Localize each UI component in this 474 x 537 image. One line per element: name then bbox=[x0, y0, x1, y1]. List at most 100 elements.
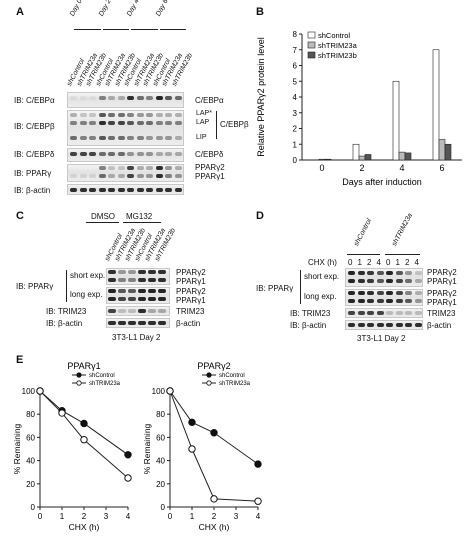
d-blot-band bbox=[414, 291, 422, 295]
d-trim23-label: TRIM23 bbox=[427, 309, 456, 318]
blot-band bbox=[136, 152, 144, 156]
blot-band bbox=[155, 121, 163, 125]
e2-y-tick-label: 0 bbox=[161, 503, 166, 512]
blot-band bbox=[136, 174, 144, 178]
blot-band bbox=[165, 121, 172, 125]
d-blot-band bbox=[376, 291, 384, 295]
blot-band bbox=[146, 188, 153, 192]
blot-band bbox=[117, 188, 125, 192]
blot-band bbox=[117, 152, 125, 156]
c-blot-band bbox=[128, 278, 136, 282]
blot-band bbox=[127, 152, 134, 156]
d-bracket bbox=[300, 270, 301, 304]
blot-band bbox=[70, 113, 77, 117]
blot-band bbox=[70, 96, 77, 100]
blot-band bbox=[146, 174, 153, 178]
d-blot-band bbox=[376, 271, 384, 275]
blot-band bbox=[79, 152, 87, 156]
e1-x-axis-label: CHX (h) bbox=[69, 522, 100, 532]
blot-band bbox=[174, 188, 182, 192]
d-chx-value: 1 bbox=[395, 258, 400, 267]
c-blot-band bbox=[108, 297, 116, 301]
e2-x-tick-label: 0 bbox=[168, 512, 173, 521]
b-x-tick-label: 0 bbox=[319, 163, 324, 173]
blot-band bbox=[79, 136, 87, 140]
b-y-axis-label: Relative PPARγ2 protein level bbox=[256, 37, 266, 156]
c-blot-band bbox=[158, 321, 166, 325]
label-pparg2-a: PPARγ2 bbox=[195, 163, 225, 172]
e1-x-tick-label: 2 bbox=[82, 512, 87, 521]
e1-x-tick-label: 3 bbox=[104, 512, 109, 521]
blot-band bbox=[165, 174, 172, 178]
d-blot-band bbox=[395, 299, 403, 303]
d-chx-value: 0 bbox=[348, 258, 353, 267]
d-blot-band bbox=[405, 291, 412, 295]
day-group-line bbox=[131, 29, 158, 30]
blot-band bbox=[136, 121, 144, 125]
c-trim23-label: TRIM23 bbox=[176, 307, 205, 316]
e2-y-tick-label: 100 bbox=[152, 387, 166, 396]
c-blot-band bbox=[118, 289, 126, 293]
day-header: Day 4 bbox=[125, 0, 141, 18]
label-cebpb: C/EBPβ bbox=[220, 120, 249, 129]
blot-band bbox=[155, 188, 163, 192]
b-bar bbox=[444, 143, 452, 161]
blot-band bbox=[98, 174, 106, 178]
panel-d-label: D bbox=[256, 210, 264, 222]
blot-band bbox=[108, 152, 115, 156]
e1-y-tick-label: 40 bbox=[26, 457, 35, 466]
blot-band bbox=[127, 113, 134, 117]
b-bar bbox=[404, 152, 412, 161]
b-x-tick-label: 2 bbox=[359, 163, 364, 173]
b-y-tick-label: 8 bbox=[293, 30, 298, 39]
b-bar bbox=[392, 80, 400, 161]
e2-y-tick-label: 60 bbox=[156, 433, 165, 442]
blot-band bbox=[146, 136, 153, 140]
c-ib-trim23: IB: TRIM23 bbox=[46, 307, 87, 316]
blot-d-trim23 bbox=[345, 308, 423, 318]
c-blot-band bbox=[128, 309, 136, 313]
blot-band bbox=[70, 188, 77, 192]
c-blot-band bbox=[158, 278, 166, 282]
blot-band bbox=[155, 136, 163, 140]
e1-y-axis-label: % Remaining bbox=[12, 423, 22, 474]
d-short-exp: short exp. bbox=[304, 272, 340, 281]
d-blot-band bbox=[348, 271, 355, 275]
e2-point bbox=[210, 429, 218, 437]
d-blot-band bbox=[348, 299, 355, 303]
blot-cebpb bbox=[67, 110, 184, 146]
e2-series-line bbox=[169, 390, 259, 502]
blot-band bbox=[127, 136, 134, 140]
c-blot-band bbox=[118, 321, 126, 325]
day-group-line bbox=[74, 29, 101, 30]
e2-series-line bbox=[169, 390, 259, 465]
label-cebpd: C/EBPδ bbox=[195, 150, 224, 159]
c-blot-band bbox=[148, 278, 156, 282]
blot-band bbox=[89, 152, 96, 156]
d-blot-band bbox=[414, 323, 422, 327]
e2-legend-marker bbox=[206, 380, 212, 386]
e2-legend-label: shTRIM23a bbox=[219, 381, 251, 387]
b-bar bbox=[398, 151, 406, 161]
e1-y-tick-label: 100 bbox=[22, 387, 36, 396]
c-blot-band bbox=[138, 297, 146, 301]
blot-band bbox=[98, 152, 106, 156]
blot-band bbox=[70, 152, 77, 156]
b-bar bbox=[364, 154, 372, 161]
treatment-dmso: DMSO bbox=[91, 212, 115, 221]
blot-band bbox=[70, 121, 77, 125]
blot-pparg bbox=[67, 164, 184, 182]
d-ib-actin: IB: β-actin bbox=[290, 321, 327, 330]
d-ib-pparg: IB: PPARγ bbox=[256, 284, 294, 293]
c-caption: 3T3-L1 Day 2 bbox=[112, 333, 161, 342]
e2-title: PPARγ2 bbox=[197, 361, 230, 371]
e2-x-tick-label: 2 bbox=[212, 512, 217, 521]
d-blot-band bbox=[367, 271, 374, 275]
d-blot-band bbox=[376, 299, 384, 303]
label-cebpa: C/EBPα bbox=[195, 96, 224, 105]
d-chx-value: 2 bbox=[367, 258, 372, 267]
d-blot-band bbox=[405, 279, 412, 283]
blot-band bbox=[79, 121, 87, 125]
blot-band bbox=[89, 96, 96, 100]
blot-band bbox=[136, 96, 144, 100]
